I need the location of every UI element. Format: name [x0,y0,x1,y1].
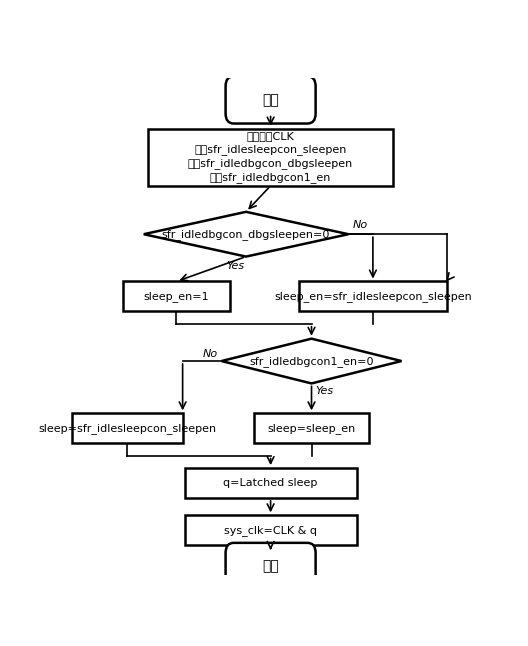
FancyBboxPatch shape [225,543,316,590]
Text: No: No [202,349,218,359]
Text: Yes: Yes [227,260,245,271]
FancyBboxPatch shape [185,516,356,545]
FancyBboxPatch shape [124,282,230,311]
FancyBboxPatch shape [254,413,369,443]
FancyBboxPatch shape [299,282,447,311]
Text: sfr_idledbgcon1_en=0: sfr_idledbgcon1_en=0 [249,355,374,366]
FancyBboxPatch shape [148,129,393,185]
Text: sleep_en=1: sleep_en=1 [144,291,209,302]
Text: 结束: 结束 [262,559,279,574]
Polygon shape [222,339,401,384]
Text: sleep=sfr_idlesleepcon_sleepen: sleep=sfr_idlesleepcon_sleepen [39,422,216,433]
Polygon shape [144,212,348,256]
Text: Yes: Yes [316,386,334,396]
Text: 输入外部CLK
配置sfr_idlesleepcon_sleepen
配置sfr_idledbgcon_dbgsleepen
配置sfr_idledbgcon1: 输入外部CLK 配置sfr_idlesleepcon_sleepen 配置sfr… [188,131,353,183]
FancyBboxPatch shape [72,413,183,443]
FancyBboxPatch shape [185,468,356,498]
FancyBboxPatch shape [225,76,316,123]
Text: sleep=sleep_en: sleep=sleep_en [267,422,356,433]
Text: sfr_idledbgcon_dbgsleepen=0: sfr_idledbgcon_dbgsleepen=0 [162,229,330,240]
Text: No: No [353,220,367,230]
Text: sys_clk=CLK & q: sys_clk=CLK & q [224,525,317,536]
Text: q=Latched sleep: q=Latched sleep [223,478,318,488]
Text: 开始: 开始 [262,93,279,107]
Text: sleep_en=sfr_idlesleepcon_sleepen: sleep_en=sfr_idlesleepcon_sleepen [274,291,472,302]
